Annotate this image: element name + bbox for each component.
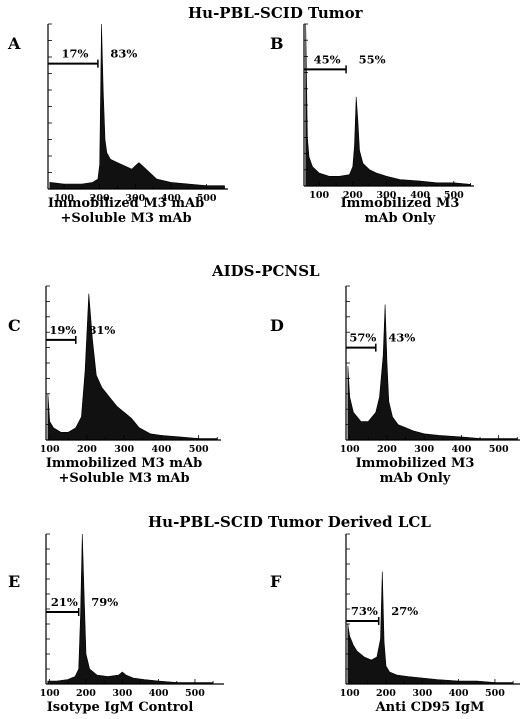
x-tick-label: 300	[412, 688, 432, 699]
caption-f-line-1: Anti CD95 IgM	[375, 700, 485, 715]
gate-percent-left: 17%	[61, 47, 88, 61]
x-tick-label: 300	[377, 190, 397, 201]
x-tick-label: 200	[90, 193, 110, 204]
gate-percent-right: 27%	[391, 604, 418, 618]
caption-b: Immobilized M3 mAb Only	[325, 196, 475, 226]
gate-percent-left: 45%	[314, 52, 341, 66]
gate-percent-right: 83%	[110, 47, 137, 61]
histogram-area	[49, 23, 225, 190]
x-tick-label: 100	[40, 444, 60, 455]
histogram-area	[47, 293, 218, 441]
x-tick-label: 200	[376, 688, 396, 699]
x-tick-label: 400	[152, 444, 172, 455]
caption-e: Isotype IgM Control	[30, 700, 210, 715]
caption-a-line-2: +Soluble M3 mAb	[60, 211, 192, 226]
panel-d: D 100 200 300 400 500 57% 43%	[270, 282, 520, 455]
panel-letter: F	[270, 572, 282, 591]
gate-percent-left: 19%	[49, 323, 76, 337]
x-tick-label: 300	[112, 688, 132, 699]
histogram-area	[305, 23, 471, 187]
caption-c-line-1: Immobilized M3 mAb	[45, 456, 203, 471]
x-tick-label: 300	[125, 193, 145, 204]
gate-percent-right: 55%	[359, 52, 386, 66]
histogram-a: 100 200 300 400 500 17% 83%	[47, 23, 228, 204]
panel-letter: C	[8, 316, 21, 335]
caption-f: Anti CD95 IgM	[355, 700, 505, 715]
gate-percent-left: 73%	[351, 604, 378, 618]
histogram-b: 100 200 300 400 500 45% 55%	[303, 23, 474, 201]
x-tick-label: 500	[185, 688, 205, 699]
x-tick-label: 300	[114, 444, 134, 455]
x-tick-label: 400	[149, 688, 169, 699]
x-tick-label: 100	[54, 193, 74, 204]
x-tick-label: 500	[444, 190, 464, 201]
gate-percent-left: 21%	[51, 595, 78, 609]
x-tick-label: 500	[489, 444, 509, 455]
gate-percent-left: 57%	[349, 331, 376, 345]
histogram-c: 100 200 300 400 500 19% 81%	[40, 285, 221, 455]
histogram-f: 100 200 300 400 500 73% 27%	[340, 533, 520, 699]
histogram-area	[347, 571, 514, 685]
x-tick-label: 100	[340, 444, 360, 455]
section-title-3: Hu-PBL-SCID Tumor Derived LCL	[148, 513, 431, 531]
gate-percent-right: 43%	[388, 331, 415, 345]
x-tick-label: 100	[40, 688, 60, 699]
section-title-1: Hu-PBL-SCID Tumor	[188, 4, 363, 22]
x-tick-label: 400	[410, 190, 430, 201]
panel-letter: D	[270, 316, 284, 335]
x-tick-label: 400	[452, 444, 472, 455]
x-tick-label: 400	[161, 193, 181, 204]
caption-d-line-1: Immobilized M3	[355, 456, 475, 471]
x-tick-label: 400	[449, 688, 469, 699]
caption-c-line-2: +Soluble M3 mAb	[58, 471, 190, 486]
caption-c: Immobilized M3 mAb +Soluble M3 mAb	[24, 456, 224, 486]
panel-e: E 100 200 300 400 500 21% 79%	[8, 530, 238, 700]
x-tick-label: 300	[414, 444, 434, 455]
x-tick-label: 200	[77, 444, 97, 455]
panel-letter: E	[8, 572, 21, 591]
caption-d: Immobilized M3 mAb Only	[340, 456, 490, 486]
caption-b-line-2: mAb Only	[364, 211, 436, 226]
histogram-e: 100 200 300 400 500 21% 79%	[40, 533, 224, 699]
caption-e-line-1: Isotype IgM Control	[46, 700, 194, 715]
histogram-area	[347, 304, 518, 441]
x-tick-label: 500	[197, 193, 217, 204]
panel-c: C 100 200 300 400 500 19% 81%	[8, 282, 238, 455]
caption-a: Immobilized M3 mAb +Soluble M3 mAb	[26, 196, 226, 226]
panel-letter: A	[8, 34, 21, 53]
x-tick-label: 200	[343, 190, 363, 201]
histogram-area	[47, 533, 214, 685]
panel-a: A 100 200 300 400 500 17% 83%	[8, 20, 238, 204]
x-tick-label: 500	[485, 688, 505, 699]
histogram-d: 100 200 300 400 500 57% 43%	[340, 285, 520, 455]
x-tick-label: 200	[76, 688, 96, 699]
x-tick-label: 200	[377, 444, 397, 455]
gate-percent-right: 79%	[91, 595, 118, 609]
caption-b-line-1: Immobilized M3	[340, 196, 460, 211]
panel-f: F 100 200 300 400 500 73% 27%	[270, 530, 520, 700]
section-title-2: AIDS-PCNSL	[212, 262, 320, 280]
panel-letter: B	[270, 34, 284, 53]
x-tick-label: 100	[309, 190, 329, 201]
caption-d-line-2: mAb Only	[379, 471, 451, 486]
gate-percent-right: 81%	[88, 323, 115, 337]
x-tick-label: 500	[189, 444, 209, 455]
x-tick-label: 100	[340, 688, 360, 699]
panel-b: B 100 200 300 400 500 45% 55%	[270, 20, 500, 201]
caption-a-line-1: Immobilized M3 mAb	[47, 196, 205, 211]
